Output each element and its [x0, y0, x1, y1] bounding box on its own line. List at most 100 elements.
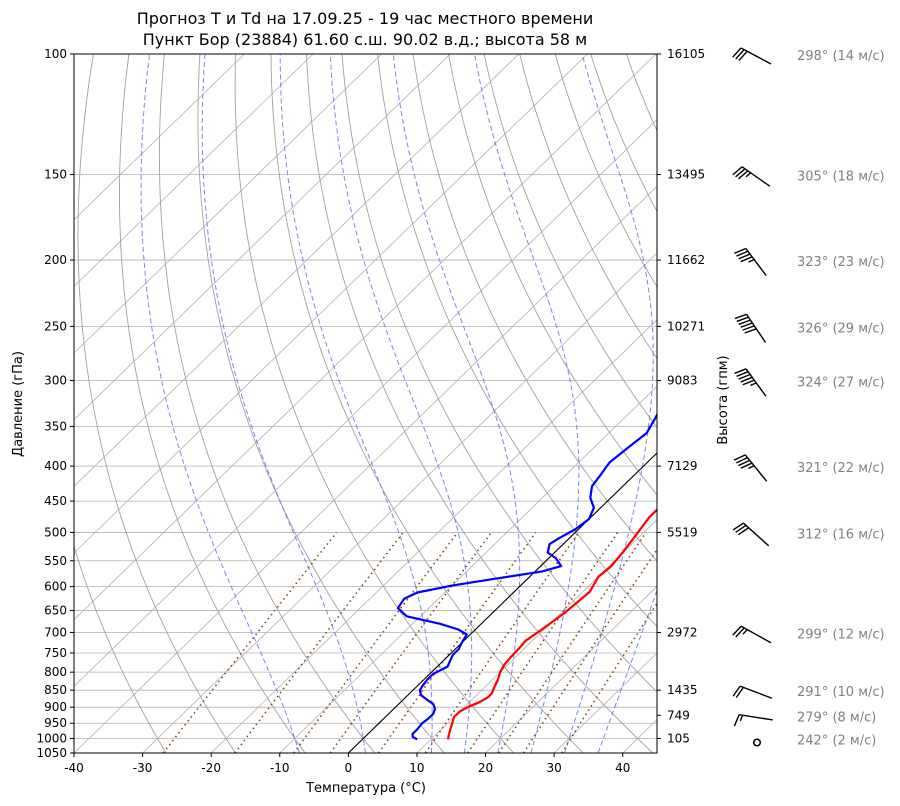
wind-label: 312° (16 м/с) — [797, 527, 885, 542]
wind-barb: 299° (12 м/с) — [732, 625, 885, 644]
calm-circle — [752, 738, 762, 747]
pressure-tick-label: 900 — [44, 700, 67, 714]
barb-flag — [742, 325, 755, 331]
dry-adiabat — [483, 54, 657, 429]
height-tick-label: 13495 — [667, 168, 705, 182]
barb-flag — [735, 686, 744, 698]
wind-barb: 298° (14 м/с) — [732, 47, 885, 65]
wind-label: 279° (8 м/с) — [797, 710, 876, 725]
dry-adiabat — [733, 54, 900, 753]
wind-label: 321° (22 м/с) — [797, 461, 885, 476]
dry-adiabat — [662, 54, 900, 753]
x-tick-label: -10 — [270, 761, 290, 775]
barb-half-flag — [750, 382, 757, 386]
isotherm-line — [74, 54, 382, 354]
pressure-tick-label: 750 — [44, 646, 67, 660]
height-axis-label: Высота (гпм) — [716, 355, 731, 444]
barb-flag — [738, 50, 748, 61]
dry-adiabat — [412, 54, 657, 562]
pressure-tick-label: 200 — [44, 253, 67, 267]
barb-flag — [735, 627, 745, 638]
barb-flag — [735, 168, 746, 178]
barb-flag — [733, 454, 746, 461]
barb-flag — [732, 685, 741, 697]
barb-staff — [739, 685, 773, 699]
isotherm-line — [74, 54, 314, 287]
barb-flag — [740, 256, 753, 263]
moist-adiabat — [597, 588, 657, 753]
height-tick-label: 749 — [667, 708, 690, 722]
barb-staff — [739, 713, 773, 721]
x-tick-label: 10 — [409, 761, 424, 775]
pressure-tick-label: 700 — [44, 625, 67, 639]
dry-adiabat — [625, 54, 657, 132]
isotherm-line — [74, 54, 588, 554]
barb-flag — [740, 322, 753, 328]
dry-adiabat — [448, 54, 657, 496]
mixing-ratio-line — [498, 531, 647, 753]
zero-isotherm — [347, 452, 657, 753]
barb-flag — [734, 247, 747, 254]
wind-label: 299° (12 м/с) — [797, 627, 885, 642]
x-axis-label: Температура (°C) — [305, 781, 426, 796]
barb-staff — [741, 166, 771, 187]
pressure-tick-label: 150 — [44, 168, 67, 182]
barb-half-flag — [739, 714, 744, 722]
mixing-ratio-line — [234, 531, 404, 753]
height-tick-label: 105 — [667, 731, 690, 745]
pressure-tick-label: 250 — [44, 319, 67, 333]
pressure-tick-label: 550 — [44, 554, 67, 568]
isotherm-line — [485, 585, 657, 753]
mixing-ratio-line — [162, 531, 338, 753]
mixing-ratio-line — [424, 531, 580, 753]
dry-adiabat — [234, 54, 515, 753]
barb-half-flag — [748, 465, 755, 470]
barb-flag — [734, 313, 747, 320]
barb-flag — [735, 49, 745, 60]
dry-adiabat — [804, 54, 900, 753]
barb-flag — [740, 376, 753, 383]
isotherm-line — [142, 252, 657, 753]
barb-flag — [732, 166, 743, 176]
pressure-tick-label: 400 — [44, 459, 67, 473]
x-tick-label: -20 — [201, 761, 221, 775]
wind-barb: 321° (22 м/с) — [733, 454, 885, 482]
chart-title-line1: Прогноз T и Td на 17.09.25 - 19 час мест… — [137, 9, 593, 28]
dry-adiabat — [519, 54, 657, 360]
wind-barb: 305° (18 м/с) — [732, 166, 885, 187]
x-tick-label: 40 — [615, 761, 630, 775]
x-tick-label: -40 — [64, 761, 84, 775]
barb-half-flag — [748, 259, 755, 263]
moist-adiabat — [473, 54, 580, 753]
pressure-tick-label: 800 — [44, 665, 67, 679]
dry-adiabat — [839, 54, 900, 753]
wind-label: 298° (14 м/с) — [797, 49, 885, 64]
barb-staff — [742, 522, 770, 547]
barb-flag — [740, 462, 753, 469]
isotherm-line — [74, 54, 451, 421]
barb-flag — [737, 527, 749, 536]
moist-adiabat — [140, 54, 300, 753]
height-tick-label: 2972 — [667, 625, 698, 639]
wind-barb: 279° (8 м/с) — [733, 710, 876, 727]
chart-title-line2: Пункт Бор (23884) 61.60 с.ш. 90.02 в.д.;… — [143, 30, 588, 49]
dry-adiabat — [590, 54, 657, 213]
pressure-tick-label: 950 — [44, 716, 67, 730]
dry-adiabat — [768, 54, 900, 753]
isotherm-line — [74, 54, 520, 487]
barb-staff — [740, 625, 772, 644]
isotherm-line — [210, 319, 657, 753]
dry-adiabat — [74, 544, 167, 753]
pressure-tick-label: 500 — [44, 525, 67, 539]
wind-barb: 242° (2 м/с) — [752, 733, 876, 748]
barb-flag — [732, 47, 742, 58]
pressure-tick-label: 100 — [44, 47, 67, 61]
barb-flag — [732, 522, 744, 531]
pressure-tick-label: 1050 — [36, 746, 67, 760]
wind-barb: 312° (16 м/с) — [732, 522, 885, 547]
pressure-tick-label: 300 — [44, 374, 67, 388]
height-tick-label: 5519 — [667, 525, 698, 539]
barb-flag — [735, 524, 747, 533]
height-tick-label: 7129 — [667, 459, 698, 473]
